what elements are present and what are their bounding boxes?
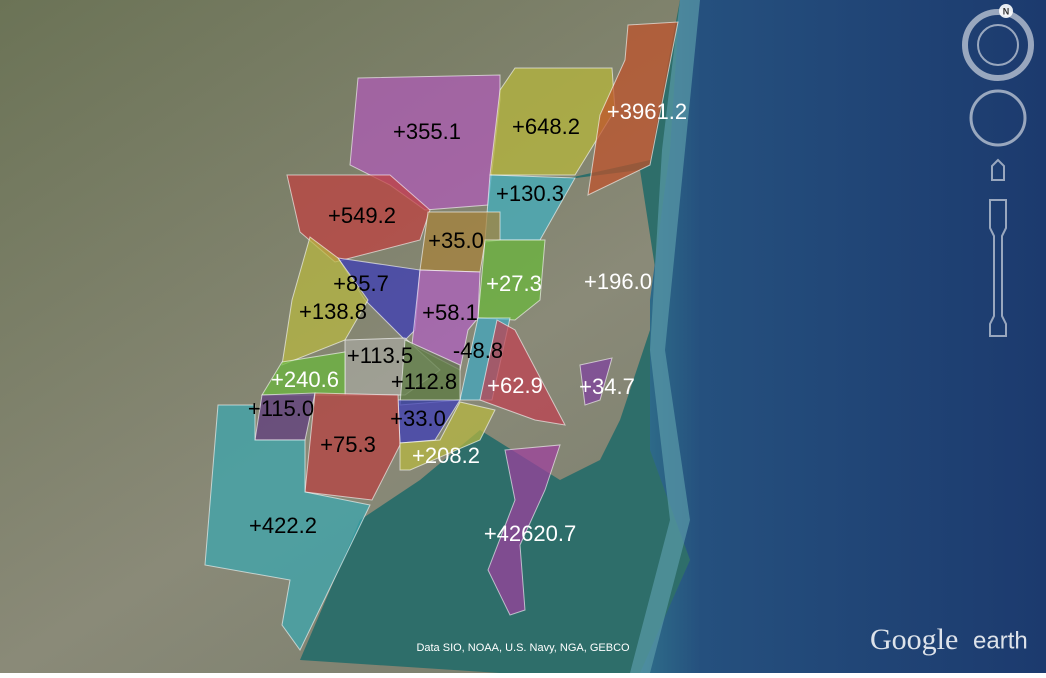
region-label: +208.2 [412, 443, 480, 468]
logo-google: Google [870, 623, 958, 656]
region-label: +115.0 [248, 396, 314, 421]
google-earth-logo: Google earth [870, 623, 1028, 656]
compass-n: N [1003, 6, 1010, 16]
region [489, 67, 616, 176]
region-polygons [204, 21, 679, 651]
region-label: +85.7 [333, 271, 389, 296]
region-layer: +355.1 +648.2 +3961.2 +549.2 +130.3 +35.0+27.… [204, 21, 687, 651]
compass-ring[interactable] [962, 9, 1034, 81]
region [286, 174, 431, 263]
region-label: +42620.7 [484, 521, 576, 546]
region-label: +33.0 [390, 406, 446, 431]
region [487, 444, 561, 616]
ocean [640, 0, 1046, 673]
region [399, 401, 496, 471]
region [204, 404, 371, 651]
region [477, 239, 546, 321]
north-marker [999, 4, 1013, 18]
region-label: +240.6 [271, 367, 339, 392]
region-label: +75.3 [320, 432, 376, 457]
region-label: +113.5 [347, 343, 413, 368]
street-view-icon[interactable] [991, 158, 1005, 181]
region-label: +549.2 [328, 203, 396, 228]
region-labels: +355.1 +648.2 +3961.2 +549.2 +130.3 +35.0+27.… [248, 99, 687, 546]
logo-earth: earth [973, 627, 1028, 654]
look-control[interactable] [969, 89, 1027, 147]
region-label: +3961.2 [607, 99, 687, 124]
region-label: +58.1 [422, 300, 478, 325]
region [479, 319, 566, 426]
region-label: +648.2 [512, 114, 580, 139]
navigation-controls[interactable] [962, 4, 1034, 337]
compass-center [977, 24, 1019, 66]
bay-water [300, 0, 700, 673]
region-label: +196.0 [584, 269, 652, 294]
region-label: +62.9 [487, 373, 543, 398]
region-label: -48.8 [453, 338, 503, 363]
attribution: Data SIO, NOAA, U.S. Navy, NGA, GEBCO [416, 642, 630, 654]
region-label: +35.0 [428, 228, 484, 253]
region-label: +355.1 [393, 119, 461, 144]
region [579, 357, 613, 406]
region-label: +34.7 [579, 374, 635, 399]
region-label: +422.2 [249, 513, 317, 538]
region [304, 392, 401, 501]
region-label: +27.3 [486, 271, 542, 296]
region-label: +112.8 [391, 369, 457, 394]
region-label: +130.3 [496, 181, 564, 206]
region [587, 21, 679, 196]
coastline [630, 0, 700, 673]
region-label: +138.8 [299, 299, 367, 324]
zoom-slider[interactable] [989, 199, 1007, 337]
